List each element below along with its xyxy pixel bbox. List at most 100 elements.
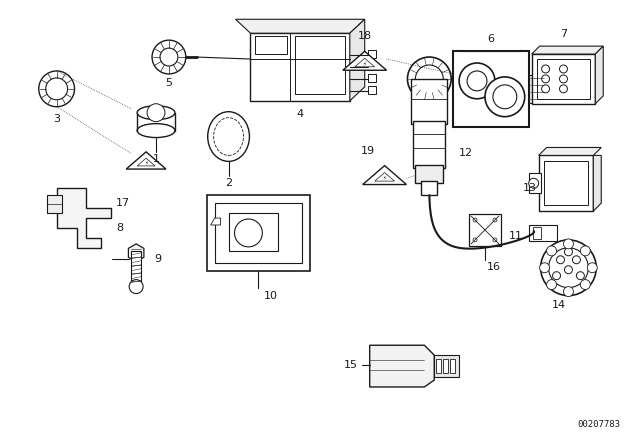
Polygon shape (355, 58, 374, 67)
Text: 14: 14 (552, 300, 566, 310)
Circle shape (485, 77, 525, 116)
Polygon shape (593, 155, 601, 211)
Text: 3: 3 (53, 114, 60, 124)
Text: ⚡: ⚡ (363, 62, 367, 67)
Text: 5: 5 (166, 78, 172, 88)
Circle shape (548, 248, 588, 288)
Circle shape (408, 57, 451, 101)
Bar (207, 195, 310, 271)
Circle shape (467, 71, 487, 91)
Bar (228, 213, 278, 251)
Polygon shape (126, 152, 166, 169)
Ellipse shape (137, 124, 175, 138)
Bar (537, 59, 590, 99)
Ellipse shape (214, 118, 243, 155)
Circle shape (129, 280, 143, 293)
Text: 12: 12 (459, 148, 473, 159)
Circle shape (577, 271, 584, 280)
Text: 4: 4 (296, 109, 304, 119)
Bar (444, 359, 448, 373)
Circle shape (160, 48, 178, 66)
Bar (368, 62, 376, 70)
Circle shape (473, 218, 477, 222)
Circle shape (147, 104, 165, 122)
Polygon shape (363, 166, 406, 185)
Bar (250, 33, 350, 101)
Bar (214, 203, 302, 263)
Circle shape (415, 65, 444, 93)
Text: 9: 9 (154, 254, 161, 264)
Polygon shape (57, 188, 111, 248)
Bar (421, 181, 437, 195)
Circle shape (493, 218, 497, 222)
Circle shape (540, 263, 550, 273)
Circle shape (459, 63, 495, 99)
Bar (532, 54, 595, 104)
Text: 18: 18 (358, 31, 372, 41)
Circle shape (559, 75, 568, 83)
Bar (255, 36, 287, 54)
Circle shape (572, 256, 580, 264)
Text: 15: 15 (344, 360, 358, 370)
Bar (532, 227, 541, 239)
Circle shape (564, 266, 572, 274)
Bar (539, 155, 593, 211)
Circle shape (473, 238, 477, 242)
Circle shape (559, 65, 568, 73)
Circle shape (559, 85, 568, 93)
Circle shape (552, 271, 561, 280)
Text: 13: 13 (523, 183, 537, 193)
Bar (412, 79, 447, 124)
Bar (368, 50, 376, 58)
Polygon shape (350, 19, 365, 101)
Circle shape (234, 219, 262, 247)
Bar (529, 75, 545, 103)
Text: 17: 17 (116, 198, 131, 208)
Circle shape (541, 75, 550, 83)
Text: 6: 6 (488, 34, 495, 44)
Bar (415, 165, 444, 183)
Bar (435, 355, 459, 377)
Polygon shape (343, 52, 387, 70)
Polygon shape (539, 147, 601, 155)
Circle shape (557, 256, 564, 264)
Circle shape (547, 280, 557, 289)
Bar (436, 359, 441, 373)
Circle shape (580, 246, 590, 256)
Text: 00207783: 00207783 (577, 420, 620, 429)
Text: 7: 7 (560, 29, 567, 39)
Circle shape (563, 239, 573, 249)
Circle shape (493, 238, 497, 242)
Circle shape (564, 248, 572, 256)
Bar (295, 36, 345, 94)
Polygon shape (595, 46, 604, 104)
Text: 8: 8 (116, 223, 124, 233)
Bar (131, 251, 141, 283)
Circle shape (529, 178, 539, 188)
Bar (469, 214, 501, 246)
Text: 2: 2 (225, 178, 232, 188)
Bar (413, 121, 445, 168)
Bar (368, 86, 376, 94)
Bar (529, 173, 541, 193)
Text: 19: 19 (360, 146, 374, 156)
Ellipse shape (137, 106, 175, 120)
Circle shape (541, 65, 550, 73)
Text: ⚡: ⚡ (383, 176, 387, 181)
Circle shape (580, 280, 590, 289)
Bar (450, 359, 455, 373)
Bar (453, 51, 529, 127)
Text: 11: 11 (509, 231, 523, 241)
Bar (47, 195, 61, 213)
Circle shape (45, 78, 68, 100)
Circle shape (493, 85, 516, 109)
Circle shape (563, 287, 573, 297)
Text: 16: 16 (487, 262, 501, 272)
Circle shape (541, 240, 596, 296)
Polygon shape (211, 218, 221, 225)
Polygon shape (236, 19, 365, 33)
Circle shape (541, 85, 550, 93)
Polygon shape (137, 158, 155, 166)
Circle shape (547, 246, 557, 256)
Polygon shape (370, 345, 435, 387)
